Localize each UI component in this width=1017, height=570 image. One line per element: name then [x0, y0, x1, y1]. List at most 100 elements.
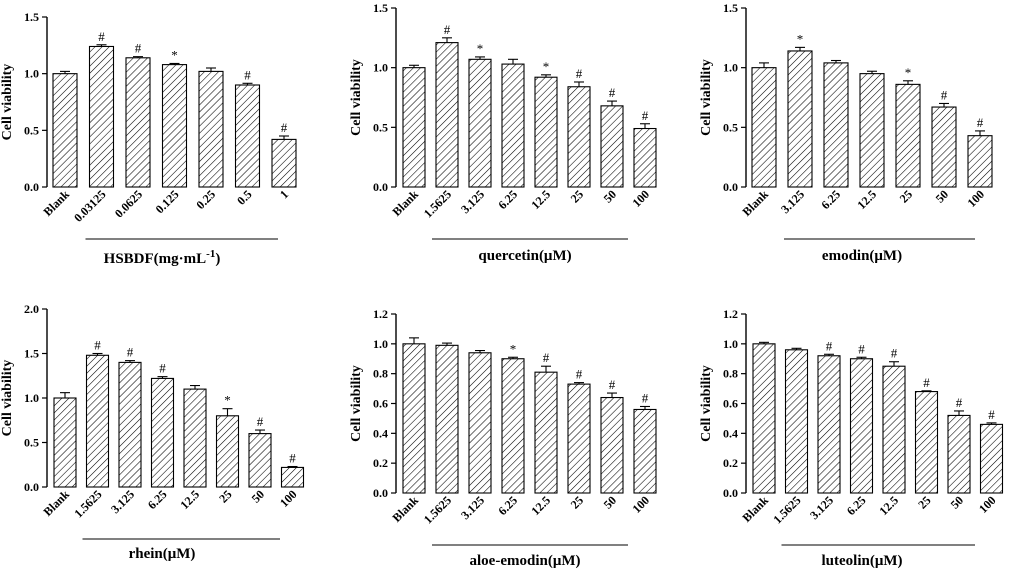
significance-mark: *	[171, 47, 178, 62]
x-tick-label: Blank	[41, 487, 73, 519]
y-axis-label: Cell viability	[0, 64, 15, 141]
y-tick-label: 1.0	[373, 61, 388, 75]
bar	[534, 371, 558, 494]
bar	[150, 377, 175, 488]
y-axis-label: Cell viability	[699, 365, 714, 442]
x-tick-label: 1.5625	[770, 493, 803, 526]
y-tick-label: 0.0	[373, 486, 388, 500]
x-tick-label: 100	[976, 493, 999, 516]
x-tick-label: 1	[277, 187, 291, 201]
bar	[817, 355, 841, 494]
significance-mark: #	[94, 338, 101, 353]
x-tick-label: 12.5	[876, 493, 901, 518]
bar	[931, 106, 957, 188]
y-tick-label: 0.0	[24, 180, 39, 194]
y-tick-label: 0.0	[24, 480, 39, 494]
significance-mark: #	[642, 108, 649, 123]
significance-mark: #	[576, 367, 583, 382]
bar	[215, 415, 240, 488]
x-tick-label: 0.03125	[71, 187, 108, 224]
y-axis-label: Cell viability	[349, 59, 364, 136]
x-tick-label: 25	[568, 187, 586, 205]
x-tick-label: 1.5625	[421, 493, 454, 526]
bar	[967, 135, 993, 188]
x-tick-label: 6.25	[844, 493, 869, 518]
y-tick-label: 2.0	[24, 302, 39, 316]
x-tick-label: 50	[601, 187, 619, 205]
y-axis-label: Cell viability	[349, 365, 364, 442]
x-tick-label: Blank	[740, 187, 772, 219]
bar	[234, 84, 261, 188]
y-tick-label: 0.0	[373, 180, 388, 194]
bar	[947, 414, 971, 494]
y-tick-label: 1.5	[723, 1, 738, 15]
y-axis-label: Cell viability	[699, 59, 714, 136]
x-tick-label: 1.5625	[421, 187, 454, 220]
bar	[125, 57, 151, 188]
x-axis-title: aloe-emodin(μM)	[470, 553, 581, 569]
x-tick-label: 50	[601, 493, 619, 511]
bar	[271, 138, 297, 188]
significance-mark: #	[127, 345, 134, 360]
y-tick-label: 1.2	[373, 307, 388, 321]
bar	[600, 105, 624, 188]
bar	[823, 62, 849, 188]
y-tick-label: 0.5	[373, 120, 388, 134]
bar	[633, 408, 657, 494]
significance-mark: #	[642, 390, 649, 405]
significance-mark: #	[135, 41, 142, 56]
significance-mark: #	[609, 377, 616, 392]
y-tick-label: 1.0	[24, 67, 39, 81]
chart-panel-4: 0.0 0.5 1.0 1.5 2.0 Cell viability Blank #1.562…	[0, 302, 305, 562]
bar	[914, 391, 939, 494]
bar	[787, 50, 813, 188]
bar	[895, 83, 921, 188]
bar	[468, 352, 492, 494]
significance-mark: #	[977, 115, 984, 130]
chart-panel-1: 0.0 0.5 1.0 1.5 Cell viability Blank #0.03125 #…	[0, 10, 297, 267]
x-tick-label: 0.0625	[112, 187, 145, 220]
bar	[501, 63, 525, 188]
x-axis-title: HSBDF(mg·mL-1)	[104, 248, 221, 267]
y-tick-label: 0.0	[723, 486, 738, 500]
bar	[567, 86, 591, 188]
bar	[161, 64, 188, 188]
chart-panel-3: 0.0 0.5 1.0 1.5 Cell viability Blank * 3.125 6.2…	[699, 1, 993, 264]
x-tick-label: 50	[249, 487, 267, 505]
significance-mark: #	[891, 346, 898, 361]
x-tick-label: 3.125	[108, 487, 137, 516]
y-tick-label: 0.5	[24, 436, 39, 450]
x-tick-label: 50	[933, 187, 951, 205]
y-tick-label: 0.4	[723, 426, 738, 440]
significance-mark: #	[941, 87, 948, 102]
y-tick-label: 1.5	[24, 10, 39, 24]
bar	[88, 45, 115, 188]
x-tick-label: 12.5	[528, 493, 553, 518]
y-tick-label: 0.2	[723, 456, 738, 470]
x-tick-label: 12.5	[528, 187, 553, 212]
x-tick-label: 6.25	[818, 187, 843, 212]
x-tick-label: Blank	[740, 493, 772, 525]
y-tick-label: 0.8	[723, 367, 738, 381]
significance-mark: #	[956, 395, 963, 410]
x-axis-title: rhein(μM)	[129, 546, 196, 562]
x-tick-label: 25	[915, 493, 933, 511]
y-tick-label: 0.4	[373, 426, 388, 440]
bar	[85, 354, 110, 488]
bar	[751, 67, 777, 188]
bar	[198, 70, 224, 188]
significance-mark: #	[543, 350, 550, 365]
significance-mark: #	[289, 451, 296, 466]
y-tick-label: 1.0	[24, 391, 39, 405]
significance-mark: *	[510, 341, 517, 356]
y-tick-label: 0.5	[24, 123, 39, 137]
bar	[784, 349, 809, 494]
x-tick-label: 12.5	[177, 487, 202, 512]
x-tick-label: 100	[964, 187, 987, 210]
bar	[633, 127, 657, 188]
significance-mark: *	[224, 393, 231, 408]
significance-mark: *	[797, 31, 804, 46]
bar	[468, 58, 492, 188]
bar	[248, 433, 272, 488]
significance-mark: #	[244, 67, 251, 82]
